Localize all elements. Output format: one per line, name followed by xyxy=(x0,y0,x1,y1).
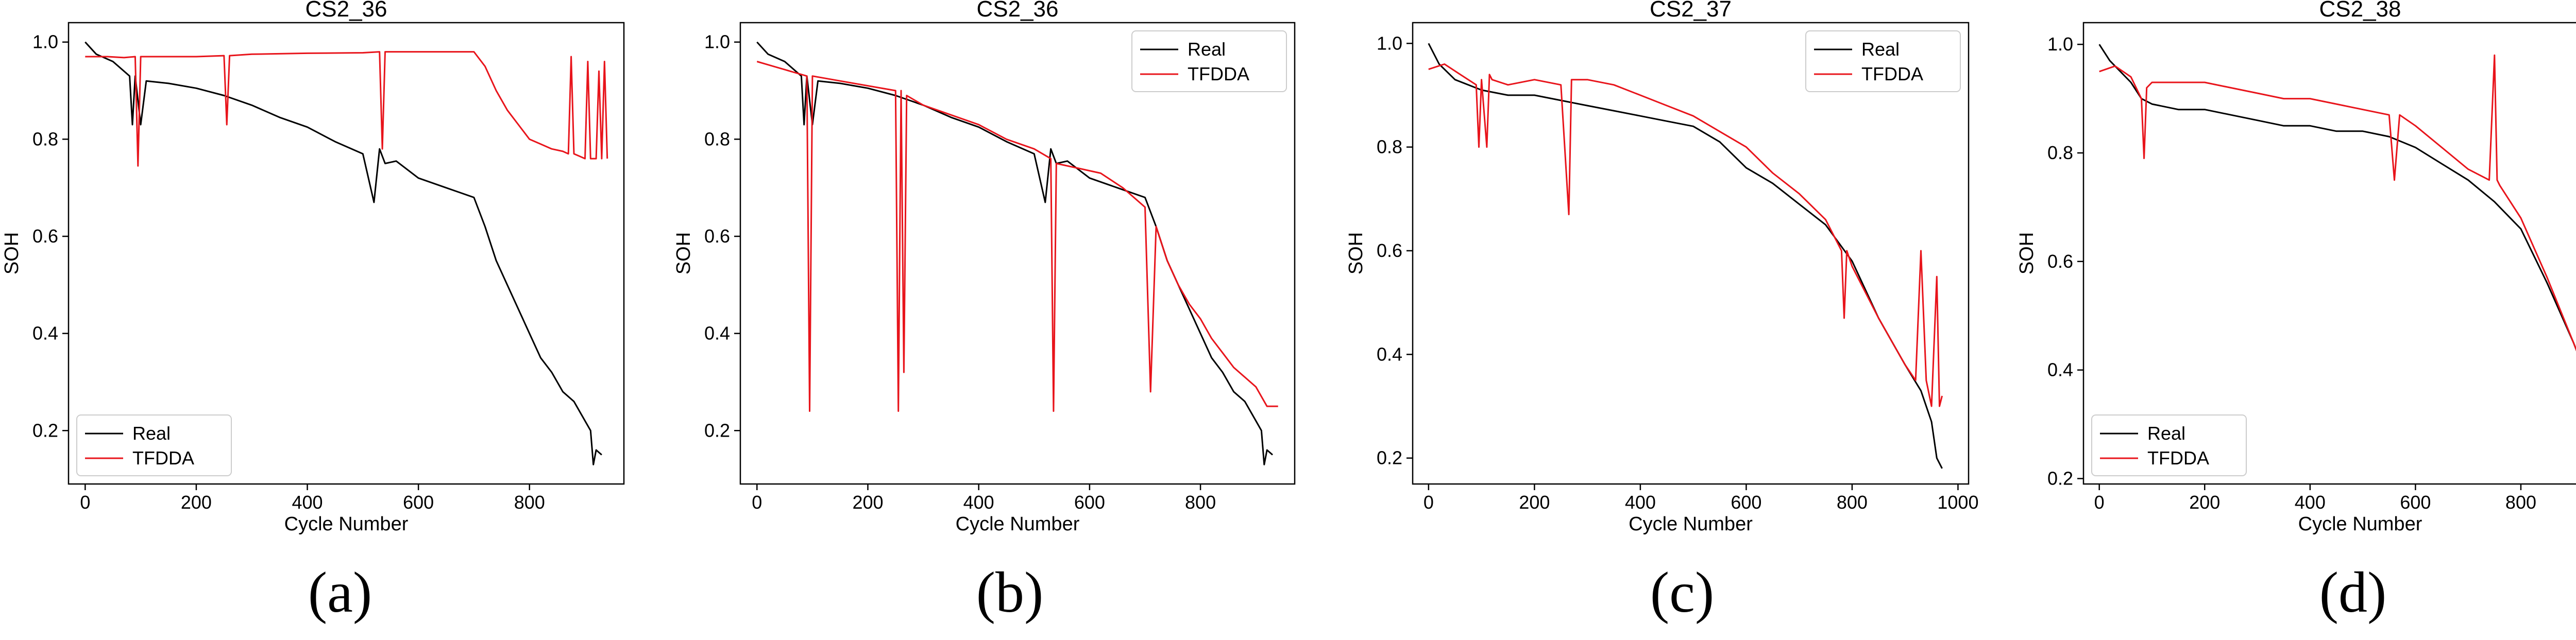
y-tick-label: 1.0 xyxy=(2047,33,2073,55)
y-tick-label: 0.6 xyxy=(704,226,730,247)
y-tick-label: 0.8 xyxy=(2047,142,2073,163)
chart-title: CS2_37 xyxy=(1650,0,1732,22)
chart-panel: CS2_36 0 200 400 600 800 0.2 0.4 0.6 0.8 1.0 Cycle … xyxy=(673,0,1296,625)
x-tick-label: 200 xyxy=(181,492,212,513)
x-tick-label: 800 xyxy=(1837,492,1868,513)
legend: Real TFDDA xyxy=(1805,30,1961,92)
x-tick-label: 0 xyxy=(752,492,762,513)
x-tick-label: 600 xyxy=(2400,492,2431,513)
x-tick-label: 400 xyxy=(963,492,994,513)
y-tick-label: 0.4 xyxy=(2047,359,2073,380)
series-line-tfdda xyxy=(2099,54,2576,352)
x-tick-label: 600 xyxy=(403,492,434,513)
x-tick-label: 400 xyxy=(2295,492,2326,513)
x-axis-label: Cycle Number xyxy=(284,513,409,535)
chart-panel: CS2_37 0 200 400 600 800 1000 0.2 0.4 0.6 0.8 1.0 Cy… xyxy=(1345,0,1978,625)
y-tick-label: 0.8 xyxy=(704,128,730,149)
x-axis-label: Cycle Number xyxy=(2298,513,2422,535)
legend-label-tfdda: TFDDA xyxy=(132,447,194,469)
legend-label-tfdda: TFDDA xyxy=(1861,63,1923,84)
legend: Real TFDDA xyxy=(1131,30,1287,92)
y-axis-label: SOH xyxy=(673,232,694,274)
legend: Real TFDDA xyxy=(2091,414,2247,476)
y-tick-label: 0.4 xyxy=(704,323,730,344)
panel-label: (a) xyxy=(308,561,372,625)
x-tick-label: 600 xyxy=(1074,492,1105,513)
y-tick-label: 0.2 xyxy=(1377,447,1402,469)
x-tick-label: 0 xyxy=(80,492,90,513)
chart-title: CS2_38 xyxy=(2319,0,2401,22)
y-tick-label: 0.2 xyxy=(704,420,730,441)
y-tick-label: 0.6 xyxy=(32,226,58,247)
x-tick-label: 800 xyxy=(1185,492,1216,513)
x-tick-label: 1000 xyxy=(1937,492,1978,513)
legend-label-real: Real xyxy=(2147,423,2185,444)
y-tick-label: 1.0 xyxy=(32,31,58,53)
x-tick-label: 600 xyxy=(1731,492,1761,513)
y-tick-label: 0.2 xyxy=(2047,468,2073,489)
x-tick-label: 800 xyxy=(2505,492,2536,513)
y-axis-label: SOH xyxy=(1,232,23,274)
plot-frame xyxy=(739,22,1296,485)
series-line-real xyxy=(84,41,602,465)
x-tick-label: 200 xyxy=(2189,492,2220,513)
y-tick-label: 0.6 xyxy=(1377,240,1402,261)
series-line-tfdda xyxy=(756,61,1278,412)
chart-title: CS2_36 xyxy=(305,0,387,22)
y-axis-label: SOH xyxy=(1345,232,1367,274)
x-tick-label: 200 xyxy=(1519,492,1550,513)
y-tick-label: 0.8 xyxy=(32,128,58,149)
y-axis-label: SOH xyxy=(2016,232,2038,274)
y-tick-label: 1.0 xyxy=(704,31,730,53)
legend-label-tfdda: TFDDA xyxy=(2147,447,2209,469)
x-tick-label: 0 xyxy=(1423,492,1434,513)
y-tick-label: 0.8 xyxy=(1377,136,1402,158)
legend-box xyxy=(2091,414,2247,476)
x-tick-label: 400 xyxy=(292,492,323,513)
y-tick-label: 0.2 xyxy=(32,420,58,441)
legend-label-real: Real xyxy=(132,423,171,444)
y-tick-label: 0.6 xyxy=(2047,251,2073,272)
x-tick-label: 200 xyxy=(852,492,883,513)
x-axis-label: Cycle Number xyxy=(956,513,1080,535)
x-axis-label: Cycle Number xyxy=(1629,513,1753,535)
y-tick-label: 0.4 xyxy=(32,323,58,344)
legend-box xyxy=(1805,30,1961,92)
y-tick-label: 1.0 xyxy=(1377,32,1402,54)
legend-box xyxy=(1131,30,1287,92)
series-line-tfdda xyxy=(1428,63,1943,407)
panel-label: (b) xyxy=(976,561,1044,625)
legend-box xyxy=(76,414,232,476)
legend-label-real: Real xyxy=(1861,39,1900,60)
legend-label-real: Real xyxy=(1188,39,1226,60)
x-tick-label: 0 xyxy=(2094,492,2105,513)
y-tick-label: 0.4 xyxy=(1377,343,1402,365)
chart-title: CS2_36 xyxy=(976,0,1058,22)
x-tick-label: 400 xyxy=(1625,492,1656,513)
legend-label-tfdda: TFDDA xyxy=(1188,63,1249,84)
chart-panel: CS2_38020040060080010000.20.40.60.81.0Cy… xyxy=(2016,0,2576,625)
chart-panel: CS2_36 0 200 400 600 800 0.2 0.4 0.6 0.8 1.0 Cycle … xyxy=(1,0,625,625)
plot-frame xyxy=(1412,22,1970,485)
panel-label: (c) xyxy=(1650,561,1714,625)
legend: Real TFDDA xyxy=(76,414,232,476)
x-tick-label: 800 xyxy=(514,492,545,513)
panel-label: (d) xyxy=(2319,561,2387,625)
plot-frame xyxy=(2082,22,2576,485)
plot-frame xyxy=(67,22,625,485)
series-line-tfdda xyxy=(85,51,608,167)
